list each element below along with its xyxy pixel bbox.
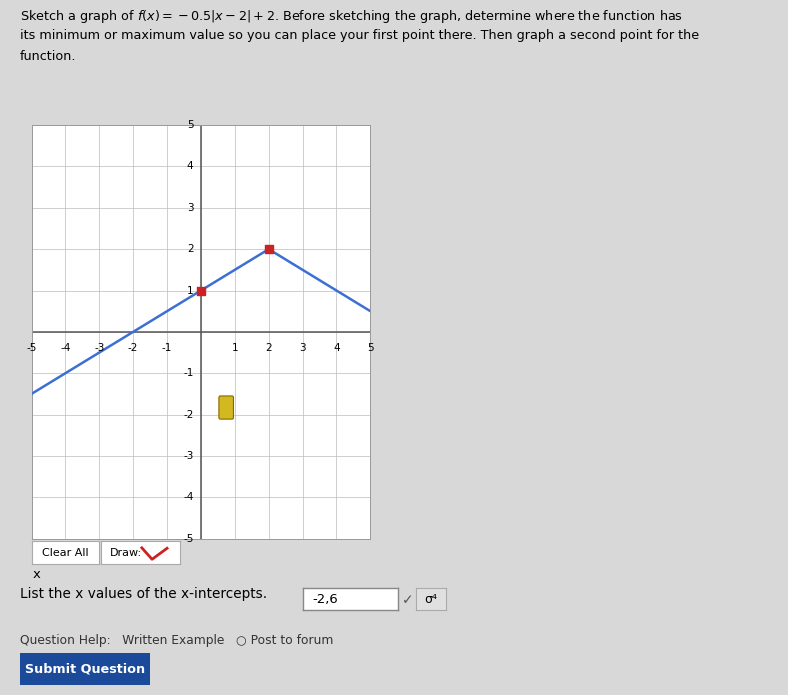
- Text: its minimum or maximum value so you can place your first point there. Then graph: its minimum or maximum value so you can …: [20, 29, 699, 42]
- Text: Question Help:   Written Example   ○ Post to forum: Question Help: Written Example ○ Post to…: [20, 634, 333, 647]
- Text: Sketch a graph of $f(x) = -0.5|x-2| + 2$. Before sketching the graph, determine : Sketch a graph of $f(x) = -0.5|x-2| + 2$…: [20, 8, 682, 25]
- Text: 3: 3: [187, 203, 194, 213]
- Text: 3: 3: [299, 343, 306, 354]
- Text: -1: -1: [183, 368, 194, 378]
- Text: 5: 5: [187, 120, 194, 130]
- FancyBboxPatch shape: [219, 396, 233, 419]
- Text: 4: 4: [333, 343, 340, 354]
- Text: -5: -5: [26, 343, 37, 354]
- Text: Draw:: Draw:: [110, 548, 143, 558]
- Text: -5: -5: [183, 534, 194, 543]
- Text: function.: function.: [20, 50, 76, 63]
- Text: -2: -2: [128, 343, 139, 354]
- Text: -2,6: -2,6: [313, 593, 339, 605]
- Text: 1: 1: [187, 286, 194, 295]
- Text: 2: 2: [266, 343, 272, 354]
- Text: 1: 1: [232, 343, 238, 354]
- Text: -3: -3: [183, 451, 194, 461]
- Text: 2: 2: [187, 244, 194, 254]
- Text: -4: -4: [183, 492, 194, 502]
- Text: Clear All: Clear All: [42, 548, 88, 558]
- Text: -4: -4: [60, 343, 71, 354]
- Text: σ⁴: σ⁴: [425, 593, 437, 605]
- Text: List the x values of the x-intercepts.: List the x values of the x-intercepts.: [20, 587, 267, 601]
- Text: Submit Question: Submit Question: [24, 662, 145, 676]
- Point: [195, 285, 207, 296]
- Text: ✓: ✓: [402, 593, 414, 607]
- Text: 5: 5: [367, 343, 374, 354]
- Text: x: x: [33, 568, 41, 581]
- Text: 4: 4: [187, 161, 194, 172]
- Text: -2: -2: [183, 409, 194, 420]
- Text: -1: -1: [162, 343, 173, 354]
- Text: -3: -3: [94, 343, 105, 354]
- Point: [262, 244, 275, 255]
